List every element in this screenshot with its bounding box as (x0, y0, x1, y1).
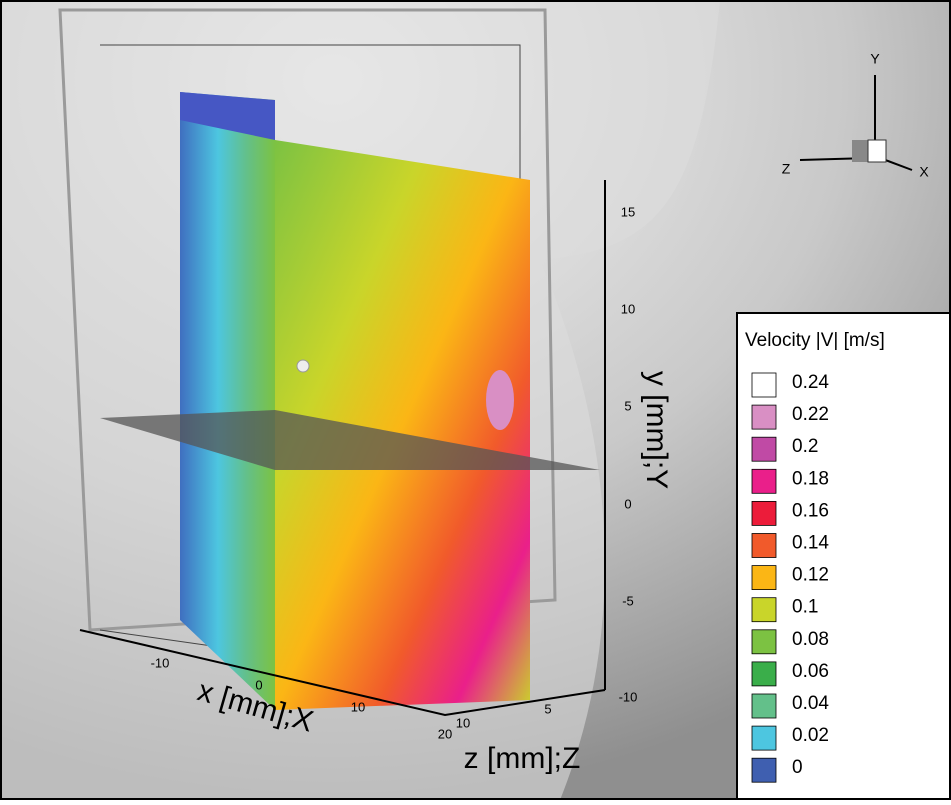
legend-title: Velocity |V| [m/s] (745, 330, 885, 351)
legend-label: 0.04 (792, 693, 829, 714)
x-tick-label: 10 (351, 699, 365, 714)
legend-label: 0.08 (792, 629, 829, 650)
legend-label: 0.14 (792, 533, 829, 554)
legend-swatch (752, 534, 776, 558)
legend-swatch (752, 630, 776, 654)
z-tick-label: 10 (456, 715, 470, 730)
triad-label: Y (870, 51, 880, 67)
y-axis-label: y [mm];Y (640, 371, 673, 489)
legend-swatch (752, 694, 776, 718)
legend-label: 0.1 (792, 597, 818, 618)
y-tick-label: 5 (624, 398, 631, 413)
triad-cube (852, 140, 870, 162)
legend-label: 0.18 (792, 468, 829, 489)
y-tick-label: 0 (624, 496, 631, 511)
high-velocity-region (486, 370, 514, 430)
legend-swatch (752, 501, 776, 525)
legend-label: 0.12 (792, 565, 829, 586)
plane-x (180, 92, 275, 710)
legend-label: 0.2 (792, 436, 818, 457)
triad-cube (868, 140, 886, 162)
x-tick-label: -10 (151, 655, 170, 670)
x-tick-label: 20 (438, 726, 452, 741)
y-tick-label: -5 (622, 593, 634, 608)
legend-swatch (752, 469, 776, 493)
legend-label: 0.24 (792, 372, 829, 393)
triad-label: X (919, 164, 929, 180)
legend-label: 0 (792, 757, 803, 778)
legend-swatch (752, 662, 776, 686)
y-tick-label: 15 (621, 204, 635, 219)
triad-label: Z (782, 161, 791, 177)
legend-swatch (752, 758, 776, 782)
legend-swatch (752, 405, 776, 429)
legend-label: 0.02 (792, 725, 829, 746)
legend-swatch (752, 726, 776, 750)
figure: -1001020151050-5-10105 x [mm];X y [mm];Y… (0, 0, 951, 800)
y-tick-label: -10 (619, 689, 638, 704)
y-tick-label: 10 (621, 301, 635, 316)
legend-swatch (752, 598, 776, 622)
marker (297, 360, 309, 372)
legend-label: 0.22 (792, 404, 829, 425)
z-tick-label: 5 (544, 701, 551, 716)
legend-label: 0.06 (792, 661, 829, 682)
legend-label: 0.16 (792, 500, 829, 521)
z-axis-label: z [mm];Z (464, 742, 581, 775)
legend-swatch (752, 373, 776, 397)
legend-swatch (752, 566, 776, 590)
legend-swatch (752, 437, 776, 461)
